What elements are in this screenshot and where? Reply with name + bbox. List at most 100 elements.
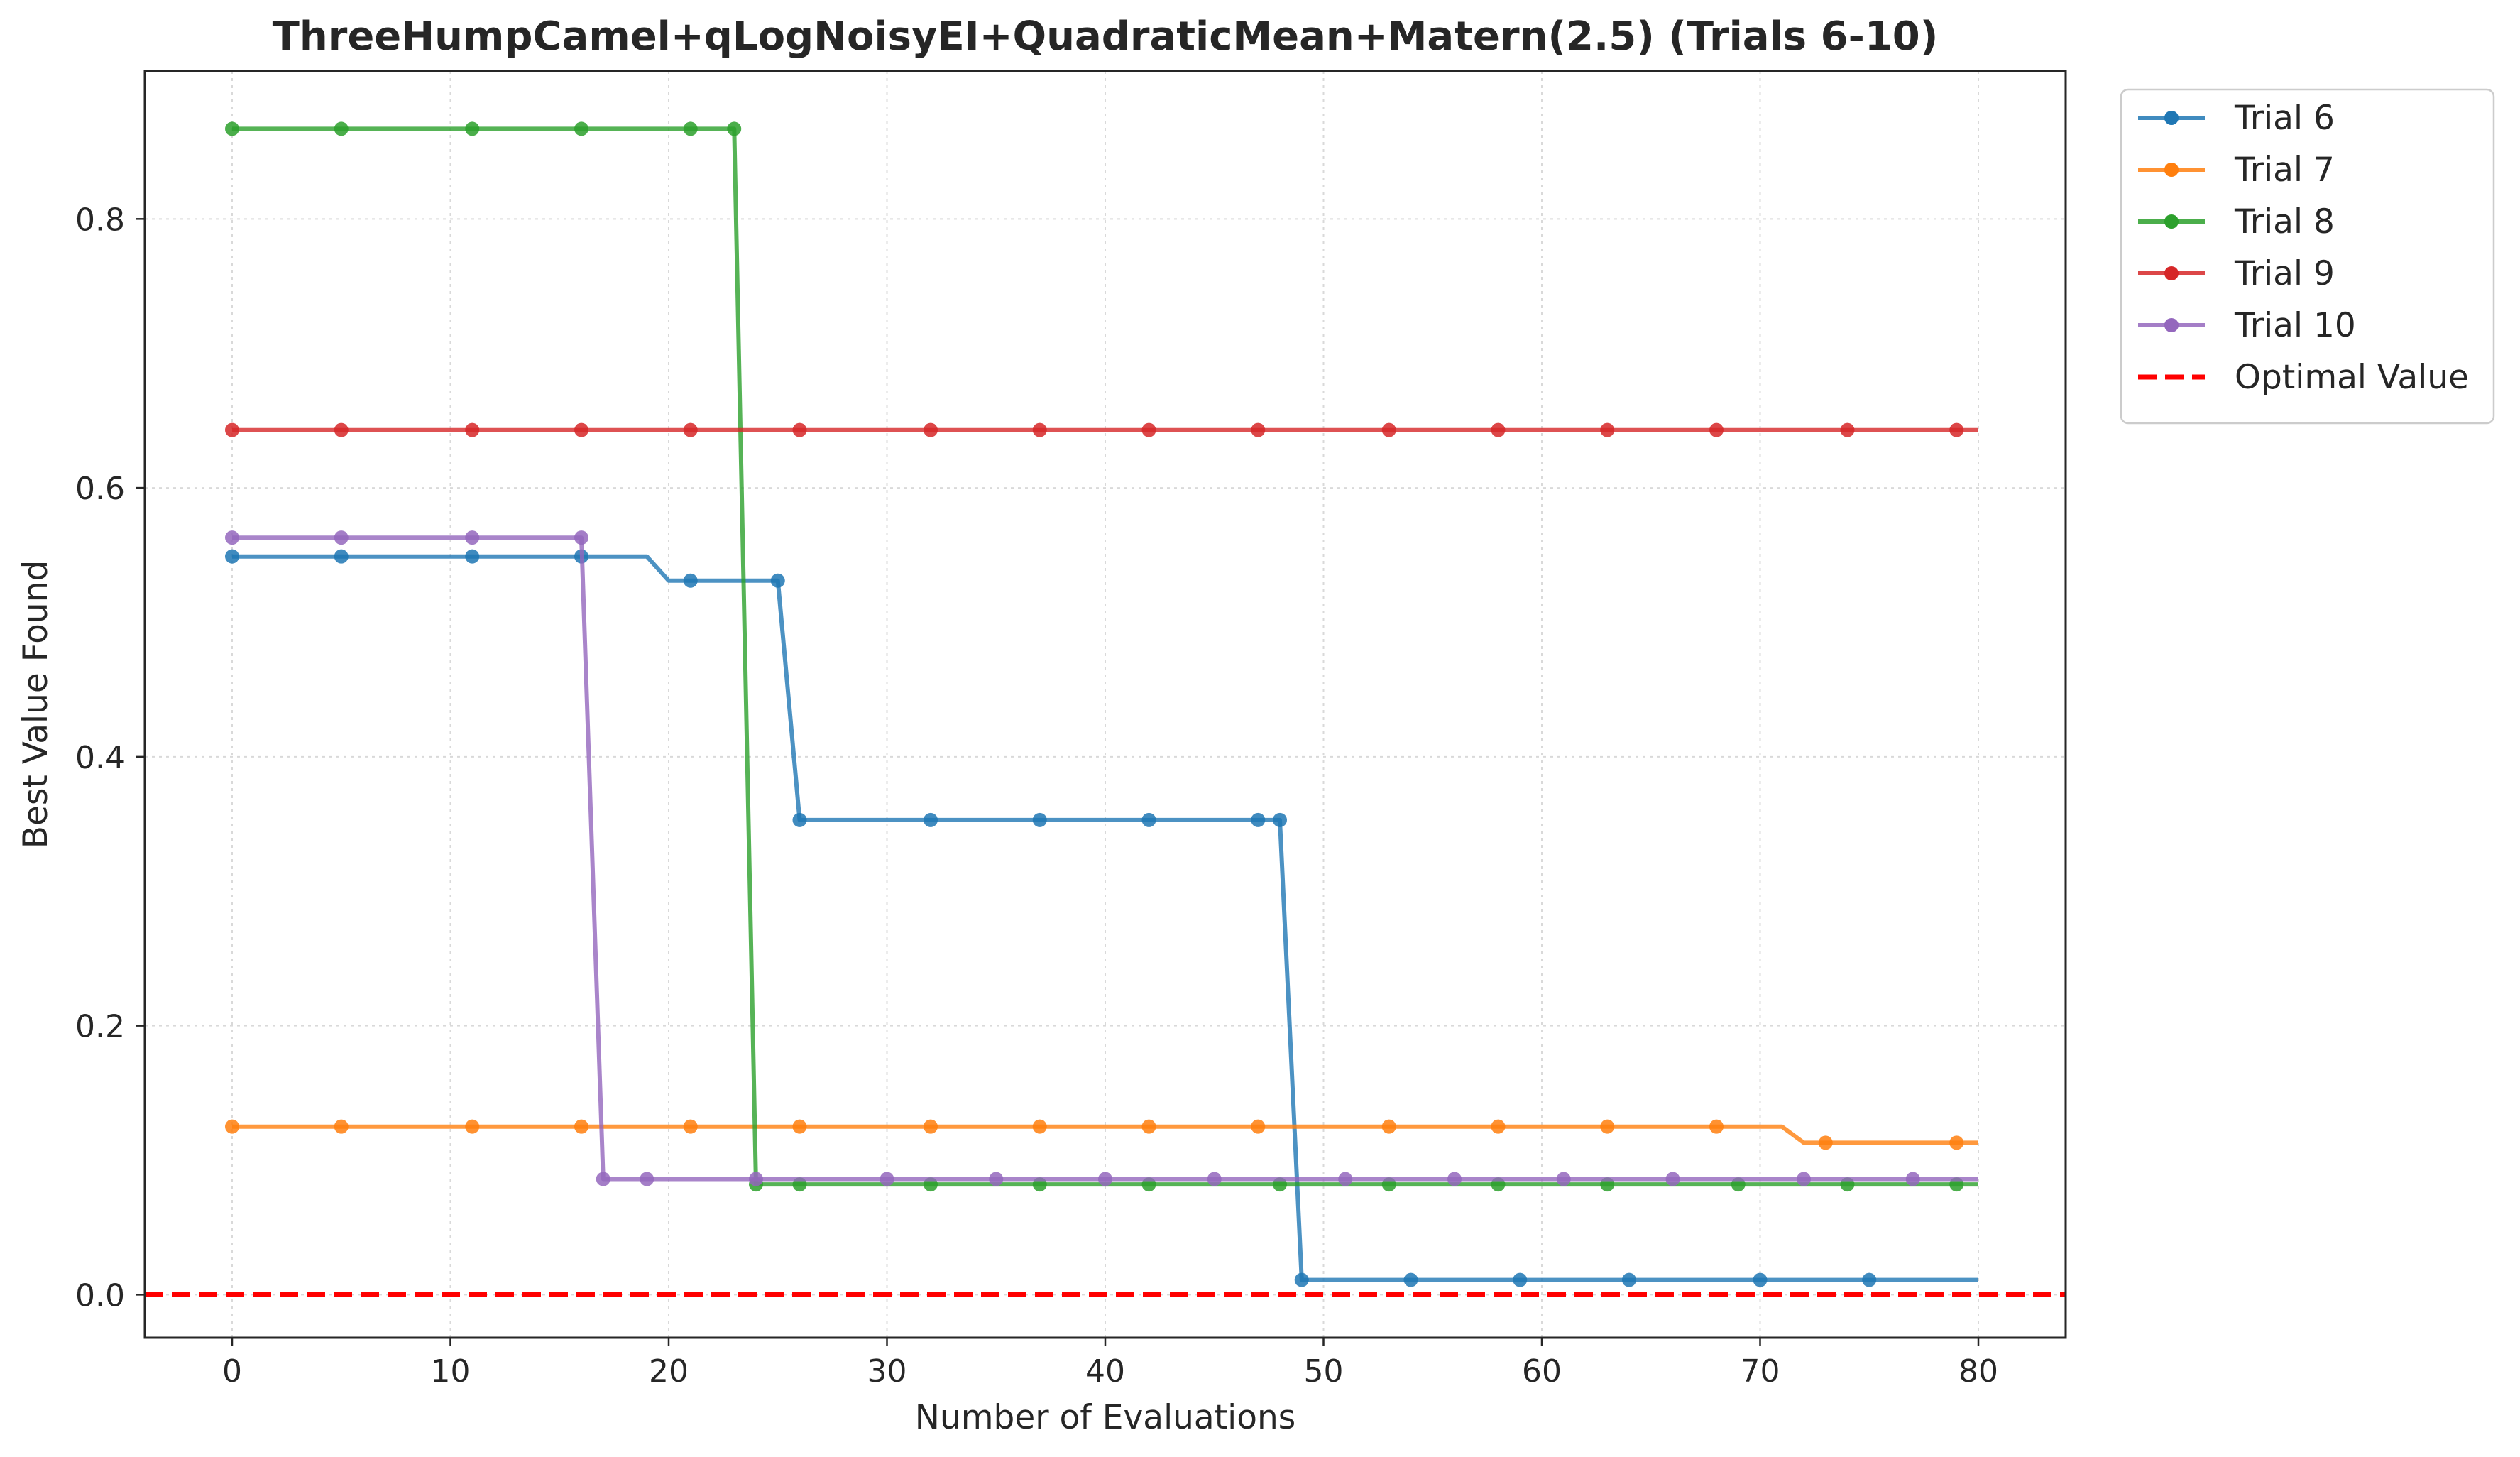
data-point	[574, 422, 588, 437]
x-tick-label: 10	[431, 1353, 471, 1390]
x-tick-label: 80	[1959, 1353, 1998, 1390]
y-axis-label: Best Value Found	[16, 560, 55, 849]
x-axis-label: Number of Evaluations	[915, 1398, 1295, 1437]
legend-label: Trial 6	[2234, 99, 2335, 138]
legend-item: Optimal Value	[2138, 358, 2469, 397]
data-point	[1294, 1272, 1309, 1287]
data-point	[1032, 1119, 1047, 1134]
x-tick-label: 20	[649, 1353, 689, 1390]
data-point	[1905, 1172, 1920, 1186]
series-line	[232, 126, 1978, 1187]
data-point	[749, 1172, 763, 1186]
data-point	[1381, 422, 1396, 437]
y-tick-label: 0.6	[75, 471, 125, 507]
data-point	[1381, 1119, 1396, 1134]
legend: Trial 6 Trial 7 Trial 8 Trial 9 Trial 10 Opti…	[2120, 88, 2495, 425]
data-point	[574, 121, 588, 136]
data-point	[1753, 1272, 1768, 1287]
data-point	[989, 1172, 1004, 1186]
series-trial-10	[225, 530, 1978, 1186]
legend-marker	[2164, 266, 2179, 280]
data-point	[1600, 422, 1615, 437]
data-point	[640, 1172, 654, 1186]
data-point	[1273, 812, 1287, 827]
data-point	[1862, 1272, 1877, 1287]
data-point	[1840, 422, 1855, 437]
data-point	[1949, 1135, 1964, 1150]
data-point	[334, 530, 349, 545]
data-point	[1403, 1272, 1418, 1287]
data-point	[1949, 422, 1964, 437]
series-line	[232, 554, 1978, 1282]
legend-marker	[2164, 111, 2179, 125]
data-point	[465, 121, 480, 136]
data-point	[683, 573, 698, 588]
data-point	[1447, 1172, 1462, 1186]
x-tick-label: 60	[1522, 1353, 1562, 1390]
data-point	[792, 812, 807, 827]
x-tick-label: 50	[1304, 1353, 1344, 1390]
legend-item: Trial 7	[2138, 151, 2335, 190]
data-point	[334, 121, 349, 136]
y-axis: 0.0 0.2 0.4 0.6 0.8	[75, 202, 145, 1314]
data-point	[1032, 422, 1047, 437]
series-trial-9	[225, 422, 1978, 437]
x-axis: 0 10 20 30 40 50 60 70 80	[222, 1338, 1998, 1390]
data-point	[465, 422, 480, 437]
x-tick-label: 70	[1741, 1353, 1780, 1390]
legend-marker	[2164, 163, 2179, 177]
data-point	[683, 121, 698, 136]
data-point	[1251, 812, 1266, 827]
data-point	[334, 422, 349, 437]
legend-box	[2120, 88, 2495, 425]
data-point	[1665, 1172, 1680, 1186]
data-point	[683, 422, 698, 437]
data-point	[1207, 1172, 1222, 1186]
series-line	[232, 535, 1978, 1182]
data-point	[792, 1119, 807, 1134]
data-point	[1797, 1172, 1811, 1186]
data-point	[924, 1119, 938, 1134]
legend-label: Optimal Value	[2235, 358, 2469, 397]
series-layer	[225, 121, 1978, 1287]
series-trial-6	[225, 549, 1978, 1287]
data-point	[465, 549, 480, 564]
data-point	[1709, 422, 1724, 437]
y-tick-label: 0.2	[75, 1009, 125, 1045]
data-point	[1513, 1272, 1528, 1287]
x-tick-label: 30	[867, 1353, 907, 1390]
data-point	[924, 812, 938, 827]
legend-label: Trial 8	[2234, 202, 2335, 241]
y-tick-label: 0.4	[75, 740, 125, 776]
series-line	[232, 1124, 1978, 1145]
data-point	[225, 1119, 239, 1134]
series-trial-7	[225, 1119, 1978, 1150]
data-point	[1491, 1119, 1506, 1134]
data-point	[225, 422, 239, 437]
data-point	[1600, 1119, 1615, 1134]
data-point	[1251, 1119, 1266, 1134]
x-tick-label: 0	[222, 1353, 242, 1390]
data-point	[574, 530, 588, 545]
data-point	[334, 1119, 349, 1134]
legend-item: Trial 10	[2138, 306, 2356, 345]
data-point	[465, 1119, 480, 1134]
data-point	[1556, 1172, 1571, 1186]
data-point	[225, 121, 239, 136]
data-point	[1818, 1135, 1833, 1150]
data-point	[1141, 812, 1156, 827]
data-point	[1622, 1272, 1636, 1287]
data-point	[924, 422, 938, 437]
data-point	[727, 121, 742, 136]
data-point	[574, 1119, 588, 1134]
y-tick-label: 0.8	[75, 202, 125, 238]
data-point	[1709, 1119, 1724, 1134]
y-tick-label: 0.0	[75, 1277, 125, 1314]
data-point	[596, 1172, 610, 1186]
legend-item: Trial 8	[2138, 202, 2335, 241]
legend-label: Trial 10	[2234, 306, 2356, 345]
data-point	[792, 422, 807, 437]
data-point	[465, 530, 480, 545]
data-point	[334, 549, 349, 564]
